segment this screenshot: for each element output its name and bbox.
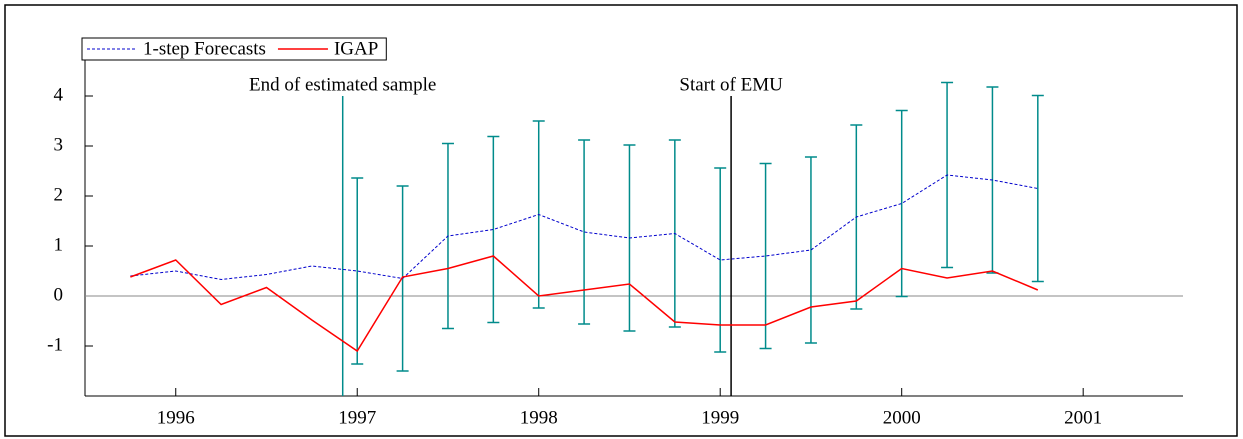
x-tick-label: 1997 [338, 407, 376, 428]
y-tick-label: 2 [54, 184, 64, 205]
x-tick-label: 1998 [520, 407, 558, 428]
series-line [130, 174, 1038, 281]
x-tick-label: 1996 [157, 407, 195, 428]
y-tick-label: 3 [54, 134, 64, 155]
frame [4, 4, 1238, 437]
x-tick-label: 2000 [883, 407, 921, 428]
x-tick-label: 2001 [1064, 407, 1102, 428]
y-tick-label: 1 [54, 234, 64, 255]
legend-label: IGAP [334, 38, 378, 59]
annotation-label: End of estimated sample [249, 74, 436, 95]
y-tick-label: 0 [54, 284, 64, 305]
x-tick-label: 1999 [701, 407, 739, 428]
annotation-label: Start of EMU [679, 74, 783, 95]
legend-box [81, 37, 387, 61]
series-line [130, 255, 1039, 353]
y-tick-label: -1 [47, 334, 63, 355]
y-tick-label: 4 [54, 84, 64, 105]
legend-label: 1-step Forecasts [143, 38, 266, 59]
